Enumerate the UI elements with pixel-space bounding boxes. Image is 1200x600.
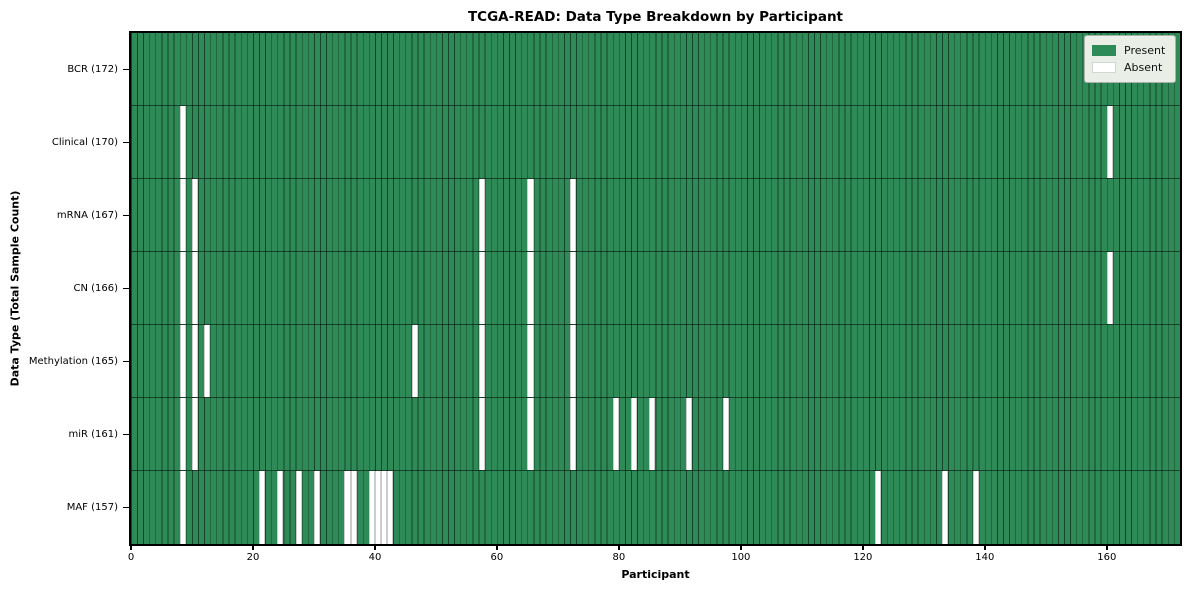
x-tick-label: 80 (612, 552, 626, 563)
x-tick-label: 100 (731, 552, 751, 563)
absent-cell (631, 398, 638, 470)
absent-cell (179, 106, 186, 178)
y-tick-mark (123, 141, 129, 144)
absent-cell (875, 471, 882, 544)
absent-cell (295, 471, 302, 544)
x-tick-label: 160 (1097, 552, 1117, 563)
y-tick-label: MAF (157) (66, 501, 118, 513)
heatmap-row-methylation (131, 325, 1180, 398)
absent-cell (972, 471, 979, 544)
absent-cell (527, 398, 534, 470)
x-tick-mark (496, 545, 498, 550)
absent-cell (179, 325, 186, 397)
absent-cell (649, 398, 656, 470)
absent-cell (527, 325, 534, 397)
absent-cell (478, 252, 485, 324)
x-tick-label: 60 (490, 552, 504, 563)
absent-cell (722, 398, 729, 470)
absent-cell (179, 471, 186, 544)
absent-cell (570, 325, 577, 397)
heatmap-row-mir (131, 398, 1180, 471)
y-tick-mark (123, 214, 129, 217)
absent-cell (179, 398, 186, 470)
absent-cell (204, 325, 211, 397)
y-tick-mark (123, 360, 129, 363)
x-tick-mark (252, 545, 254, 550)
x-tick-mark (862, 545, 864, 550)
absent-cell (685, 398, 693, 470)
legend: Present Absent (1084, 35, 1176, 83)
absent-cell (527, 179, 534, 251)
absent-cell (478, 325, 485, 397)
y-tick-mark (123, 506, 129, 509)
absent-cell (344, 471, 351, 544)
x-tick-mark (618, 545, 620, 550)
absent-cell (259, 471, 266, 544)
absent-cell (179, 179, 186, 251)
legend-entry-present: Present (1092, 42, 1167, 59)
absent-cell (387, 471, 394, 544)
heatmap-row-clinical (131, 106, 1180, 179)
absent-cell (381, 471, 388, 544)
absent-cell (313, 471, 321, 544)
heatmap-row-maf (131, 471, 1180, 544)
x-tick-mark (1106, 545, 1108, 550)
absent-cell (350, 471, 357, 544)
absent-cell (368, 471, 375, 544)
x-tick-mark (130, 545, 132, 550)
present-swatch (1092, 45, 1116, 56)
absent-cell (411, 325, 418, 397)
legend-entry-absent: Absent (1092, 59, 1167, 76)
absent-cell (374, 471, 382, 544)
x-tick-label: 140 (975, 552, 995, 563)
heatmap-row-bcr (131, 33, 1180, 106)
y-tick-label: mRNA (167) (56, 209, 118, 221)
absent-cell (527, 252, 534, 324)
x-tick-label: 20 (246, 552, 260, 563)
absent-cell (570, 398, 577, 470)
absent-cell (277, 471, 284, 544)
absent-cell (478, 398, 485, 470)
absent-cell (191, 398, 199, 470)
x-axis-title: Participant (621, 568, 690, 581)
absent-cell (191, 252, 199, 324)
absent-cell (191, 179, 199, 251)
chart-title: TCGA-READ: Data Type Breakdown by Partic… (467, 9, 844, 25)
absent-cell (942, 471, 949, 544)
legend-present-label: Present (1124, 44, 1166, 57)
x-tick-label: 120 (853, 552, 873, 563)
y-tick-mark (123, 287, 129, 290)
heatmap-row-mrna (131, 179, 1180, 252)
absent-cell (1106, 252, 1113, 324)
x-tick-mark (984, 545, 986, 550)
absent-cell (179, 252, 186, 324)
heatmap-row-cn (131, 252, 1180, 325)
y-tick-label: Clinical (170) (51, 136, 118, 148)
absent-cell (191, 325, 199, 397)
y-tick-label: miR (161) (68, 428, 118, 440)
x-tick-mark (740, 545, 742, 550)
x-tick-label: 0 (127, 552, 135, 563)
x-tick-label: 40 (368, 552, 382, 563)
y-tick-mark (123, 433, 129, 436)
absent-cell (570, 179, 577, 251)
absent-cell (478, 179, 485, 251)
legend-absent-label: Absent (1124, 61, 1163, 74)
absent-swatch (1092, 62, 1116, 73)
absent-cell (612, 398, 619, 470)
absent-cell (1106, 106, 1113, 178)
absent-cell (570, 252, 577, 324)
y-tick-mark (123, 68, 129, 71)
plot-area: Present Absent (129, 31, 1182, 546)
x-tick-mark (374, 545, 376, 550)
y-tick-label: CN (166) (73, 282, 118, 294)
y-tick-label: Methylation (165) (28, 355, 118, 367)
y-tick-label: BCR (172) (67, 63, 118, 75)
